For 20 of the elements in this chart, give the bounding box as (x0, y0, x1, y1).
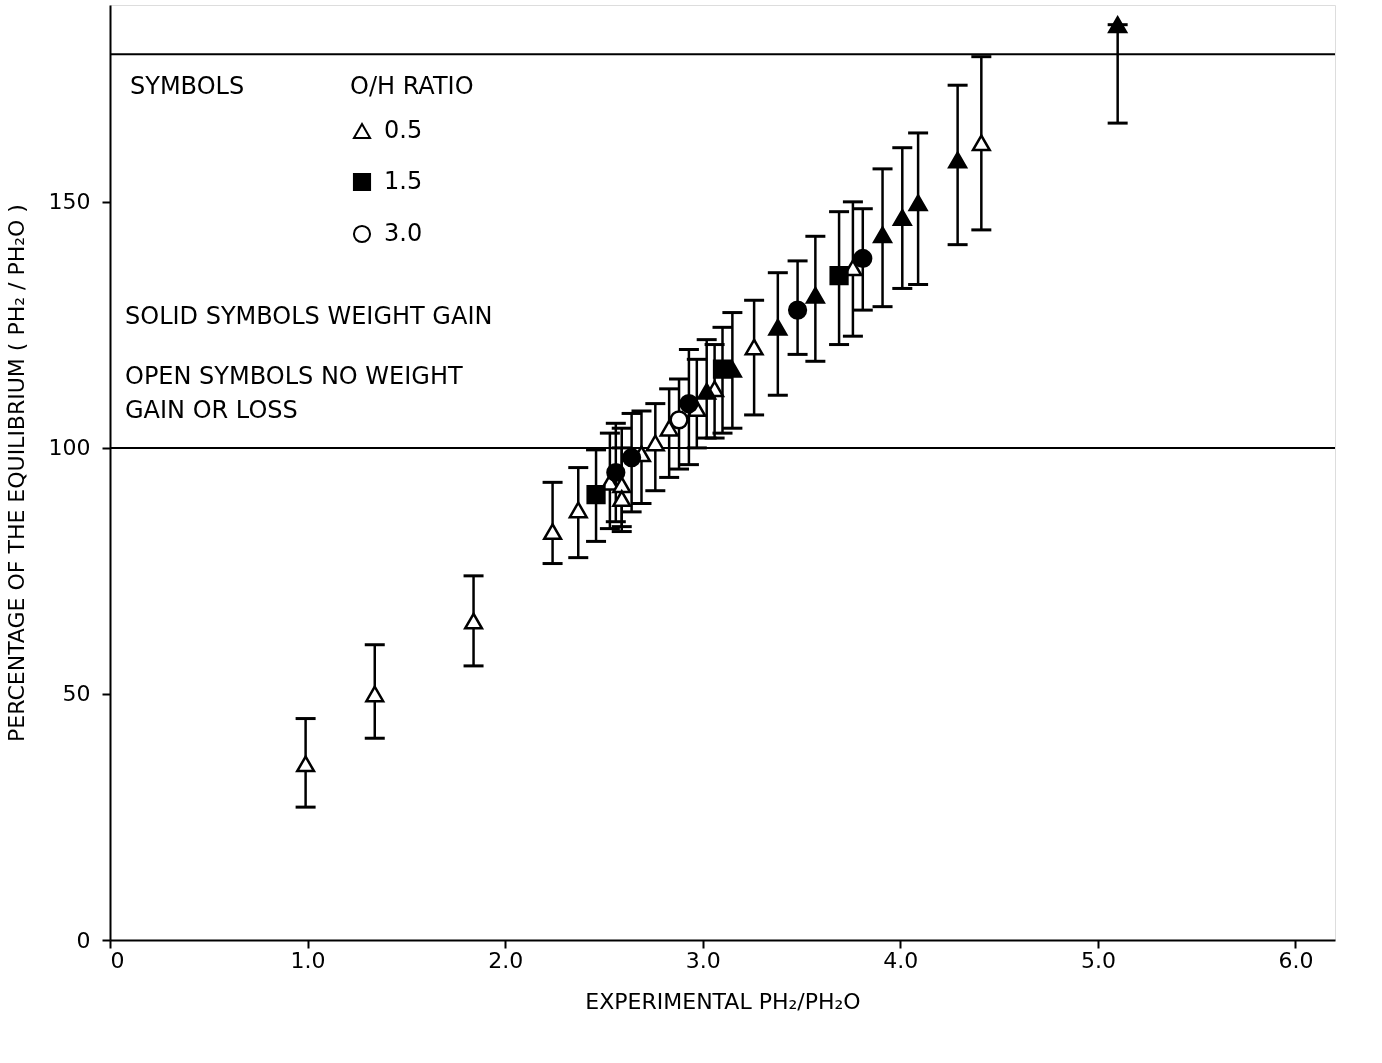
annotation: SYMBOLS (130, 72, 245, 100)
x-tick-label: 4.0 (883, 947, 919, 973)
x-tick-label: 6.0 (1278, 947, 1314, 973)
x-tick-label: 3.0 (685, 947, 721, 973)
y-tick-label: 0 (76, 927, 91, 953)
x-tick-label: 0 (110, 947, 125, 973)
x-axis-title: EXPERIMENTAL PH₂/PH₂O (585, 988, 861, 1014)
legend-title: O/H RATIO (350, 72, 474, 100)
annotation: OPEN SYMBOLS NO WEIGHT GAIN OR LOSS (125, 362, 463, 424)
x-tick-label: 2.0 (488, 947, 524, 973)
x-tick-label: 1.0 (290, 947, 326, 973)
y-axis-title: PERCENTAGE OF THE EQUILIBRIUM ( PH₂ / PH₂O ) (3, 204, 29, 742)
y-tick-label: 150 (48, 189, 91, 215)
y-tick-label: 50 (62, 681, 91, 707)
y-tick-label: 100 (48, 435, 91, 461)
x-tick-label: 5.0 (1080, 947, 1116, 973)
legend-label: 0.5 (384, 116, 423, 144)
annotation: SOLID SYMBOLS WEIGHT GAIN (125, 302, 493, 330)
legend-label: 1.5 (384, 167, 423, 195)
legend-label: 3.0 (384, 219, 423, 247)
